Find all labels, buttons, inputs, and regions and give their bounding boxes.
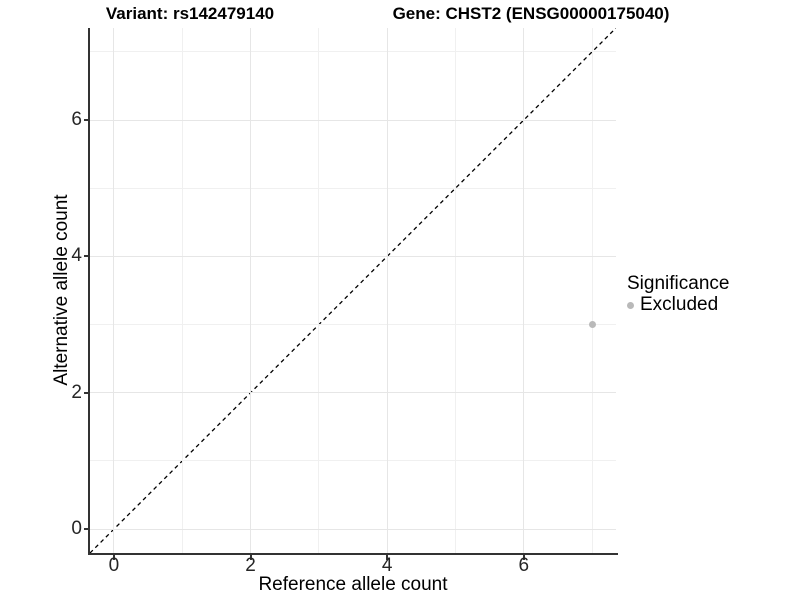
y-tick-label: 0 (71, 518, 82, 540)
x-tick-label: 4 (381, 555, 393, 576)
major-gridline-horizontal (90, 392, 616, 394)
major-gridline-horizontal (90, 119, 616, 121)
x-tick-label: 0 (108, 555, 120, 576)
major-gridline-vertical (250, 28, 252, 553)
y-axis-line (88, 28, 90, 555)
y-tick-label: 4 (71, 245, 82, 267)
minor-gridline-vertical (181, 28, 183, 553)
y-axis-tick (84, 391, 89, 394)
major-gridline-horizontal (90, 255, 616, 257)
legend: Significance Excluded (627, 273, 729, 315)
major-gridline-vertical (523, 28, 525, 553)
y-axis-tick (84, 528, 89, 531)
minor-gridline-vertical (591, 28, 593, 553)
y-tick-label: 2 (71, 381, 82, 403)
y-axis-tick (84, 255, 89, 258)
y-tick-label: 6 (71, 109, 82, 131)
minor-gridline-horizontal (90, 324, 616, 326)
plot-panel (90, 28, 616, 553)
x-axis-line (88, 553, 618, 555)
legend-item-excluded: Excluded (627, 295, 729, 315)
x-tick-label: 2 (245, 555, 256, 576)
major-gridline-vertical (113, 28, 115, 553)
x-axis-tick (249, 555, 252, 560)
major-gridline-horizontal (90, 528, 616, 530)
plot-title-variant: Variant: rs142479140 (105, 4, 275, 23)
y-axis-title: Alternative allele count (51, 194, 72, 386)
x-axis-tick (522, 555, 525, 560)
x-axis-title: Reference allele count (258, 574, 448, 595)
legend-title: Significance (627, 273, 730, 294)
x-axis-tick (112, 555, 115, 560)
y-axis-tick (84, 119, 89, 122)
minor-gridline-horizontal (90, 187, 616, 189)
major-gridline-vertical (386, 28, 388, 553)
minor-gridline-vertical (318, 28, 320, 553)
minor-gridline-vertical (454, 28, 456, 553)
legend-item-label: Excluded (640, 294, 719, 315)
legend-point-icon (627, 301, 634, 309)
x-tick-label: 6 (518, 555, 530, 576)
identity-dashed-line (90, 28, 616, 553)
data-point (588, 321, 596, 329)
minor-gridline-horizontal (90, 51, 616, 53)
minor-gridline-horizontal (90, 460, 616, 462)
x-axis-tick (386, 555, 389, 560)
plot-title-gene: Gene: CHST2 (ENSG00000175040) (392, 4, 670, 23)
